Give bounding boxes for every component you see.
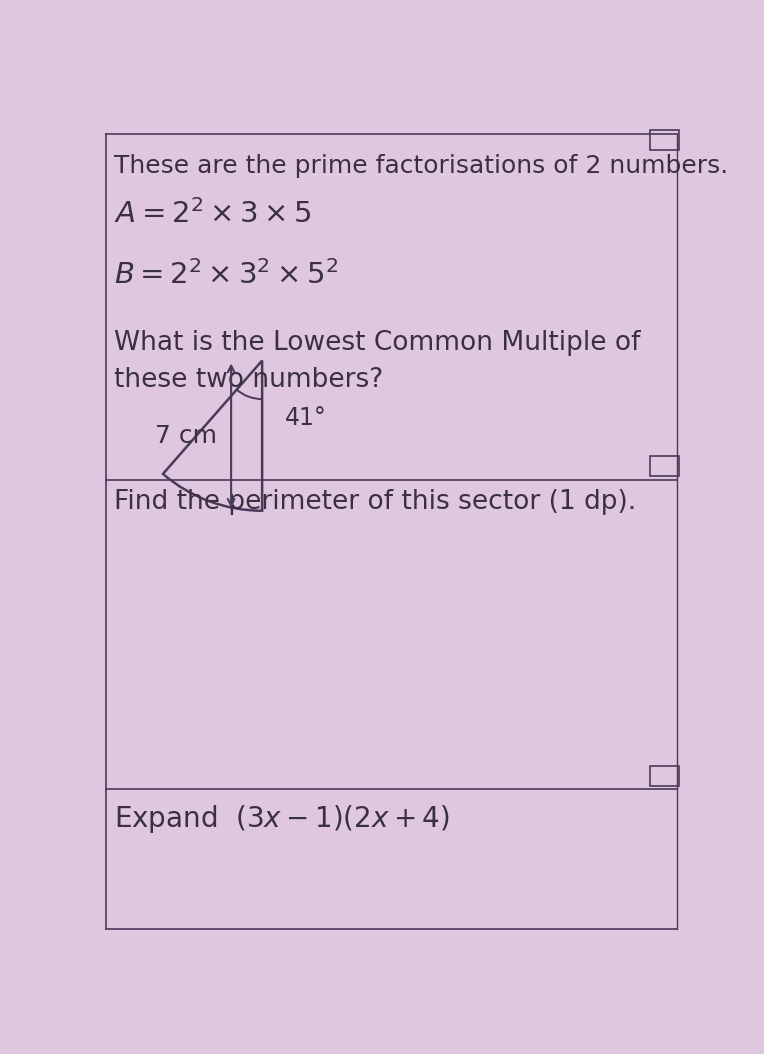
Text: these two numbers?: these two numbers? [114,367,384,393]
Text: $A = 2^2 \times 3 \times 5$: $A = 2^2 \times 3 \times 5$ [114,199,312,229]
Text: 41°: 41° [284,406,326,430]
Text: Expand  $(3x-1)(2x+4)$: Expand $(3x-1)(2x+4)$ [114,803,450,836]
Bar [649,456,679,476]
Text: What is the Lowest Common Multiple of: What is the Lowest Common Multiple of [114,330,640,356]
Text: 7 cm: 7 cm [155,424,217,448]
Text: Find the perimeter of this sector (1 dp).: Find the perimeter of this sector (1 dp)… [114,489,636,515]
Text: These are the prime factorisations of 2 numbers.: These are the prime factorisations of 2 … [114,154,728,178]
Wedge shape [163,360,262,511]
Bar [649,765,679,785]
Bar [649,130,679,150]
Text: $B = 2^2 \times 3^2 \times 5^2$: $B = 2^2 \times 3^2 \times 5^2$ [114,260,338,290]
